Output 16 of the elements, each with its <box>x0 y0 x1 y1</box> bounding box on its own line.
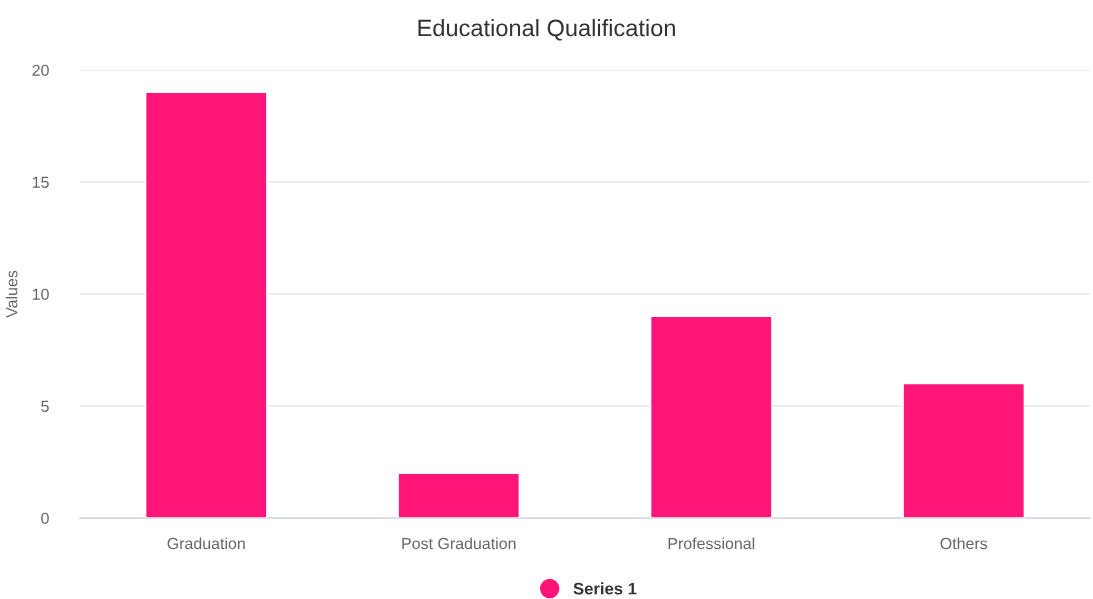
y-tick-label: 15 <box>32 176 49 188</box>
x-tick-label: Graduation <box>167 537 245 550</box>
y-tick-label: 20 <box>32 64 49 76</box>
bar <box>397 472 521 518</box>
bar <box>649 315 773 518</box>
y-tick-label: 0 <box>41 512 49 524</box>
x-tick-label: Professional <box>668 537 755 550</box>
x-tick-label: Others <box>940 537 988 550</box>
legend-label: Series 1 <box>573 582 637 595</box>
x-tick-label: Post Graduation <box>402 537 516 550</box>
y-tick-label: 5 <box>41 400 49 412</box>
y-tick-label: 10 <box>32 288 49 300</box>
bar <box>902 382 1026 518</box>
bar <box>144 91 268 518</box>
y-axis-title: Values <box>5 270 18 318</box>
chart-title: Educational Qualification <box>418 19 675 41</box>
